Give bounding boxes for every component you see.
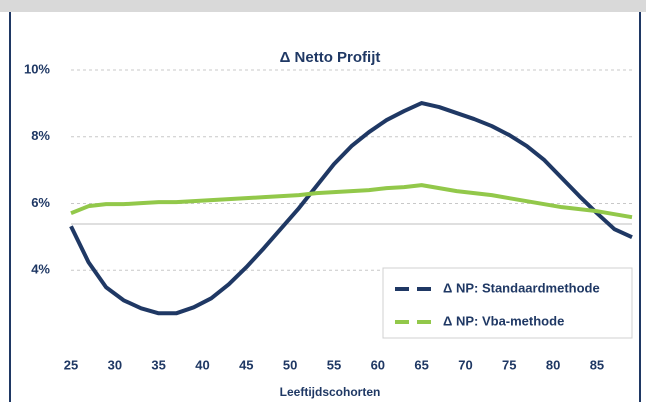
series-line bbox=[69, 101, 633, 316]
x-axis-label: Leeftijdscohorten bbox=[280, 385, 381, 399]
top-bar bbox=[0, 0, 646, 12]
x-tick-label: 70 bbox=[458, 357, 472, 372]
x-tick-label: 80 bbox=[546, 357, 560, 372]
y-tick-label: 6% bbox=[31, 195, 50, 210]
x-tick-label: 50 bbox=[283, 357, 297, 372]
chart-title: Δ Netto Profijt bbox=[280, 49, 381, 66]
series-line bbox=[70, 183, 633, 220]
y-tick-label: 4% bbox=[31, 262, 50, 277]
y-tick-label: 8% bbox=[31, 128, 50, 143]
x-tick-label: 25 bbox=[64, 357, 78, 372]
legend-box bbox=[382, 267, 633, 339]
legend-label: Δ NP: Vba-methode bbox=[443, 313, 564, 328]
x-tick-label: 45 bbox=[239, 357, 253, 372]
x-tick-label: 35 bbox=[151, 357, 165, 372]
x-tick-label: 65 bbox=[414, 357, 428, 372]
x-tick-label: 55 bbox=[327, 357, 341, 372]
legend-label: Δ NP: Standaardmethode bbox=[443, 280, 600, 295]
x-tick-label: 30 bbox=[108, 357, 122, 372]
x-tick-label: 75 bbox=[502, 357, 516, 372]
y-tick-label: 10% bbox=[24, 61, 50, 76]
x-tick-label: 85 bbox=[590, 357, 604, 372]
x-tick-label: 40 bbox=[195, 357, 209, 372]
x-tick-label: 60 bbox=[371, 357, 385, 372]
